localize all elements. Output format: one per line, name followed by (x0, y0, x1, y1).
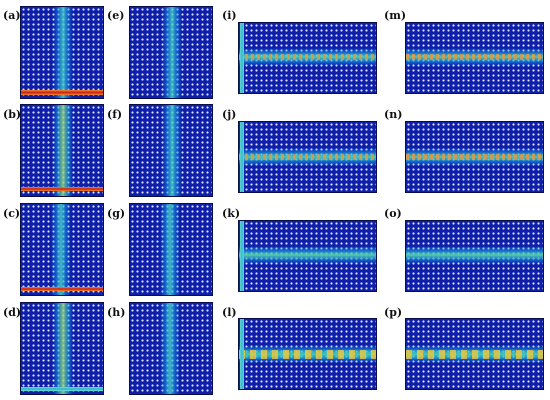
field-map-f (129, 104, 213, 197)
field-map-l (238, 318, 377, 390)
field-map-k (238, 220, 377, 292)
panel-label-l: (l) (222, 306, 237, 319)
panel-label-o: (o) (384, 207, 402, 220)
field-map-e (129, 6, 213, 99)
panel-label-n: (n) (384, 108, 403, 121)
panel-label-f: (f) (107, 108, 123, 121)
panel-label-j: (j) (222, 108, 237, 121)
panel-label-b: (b) (3, 108, 22, 121)
field-map-d (20, 302, 104, 395)
field-map-b (20, 104, 104, 197)
field-map-c (20, 203, 104, 296)
field-map-a (20, 6, 104, 99)
field-map-j (238, 121, 377, 193)
field-map-i (238, 22, 377, 94)
panel-label-k: (k) (222, 207, 241, 220)
field-map-h (129, 302, 213, 395)
panel-label-h: (h) (107, 306, 126, 319)
field-map-m (405, 22, 544, 94)
panel-label-g: (g) (107, 207, 126, 220)
panel-label-e: (e) (107, 9, 125, 22)
panel-label-m: (m) (384, 9, 407, 22)
field-map-o (405, 220, 544, 292)
panel-label-c: (c) (3, 207, 21, 220)
field-map-n (405, 121, 544, 193)
field-map-g (129, 203, 213, 296)
field-map-p (405, 318, 544, 390)
panel-label-a: (a) (3, 9, 21, 22)
panel-label-d: (d) (3, 306, 22, 319)
panel-label-p: (p) (384, 306, 403, 319)
panel-label-i: (i) (222, 9, 237, 22)
